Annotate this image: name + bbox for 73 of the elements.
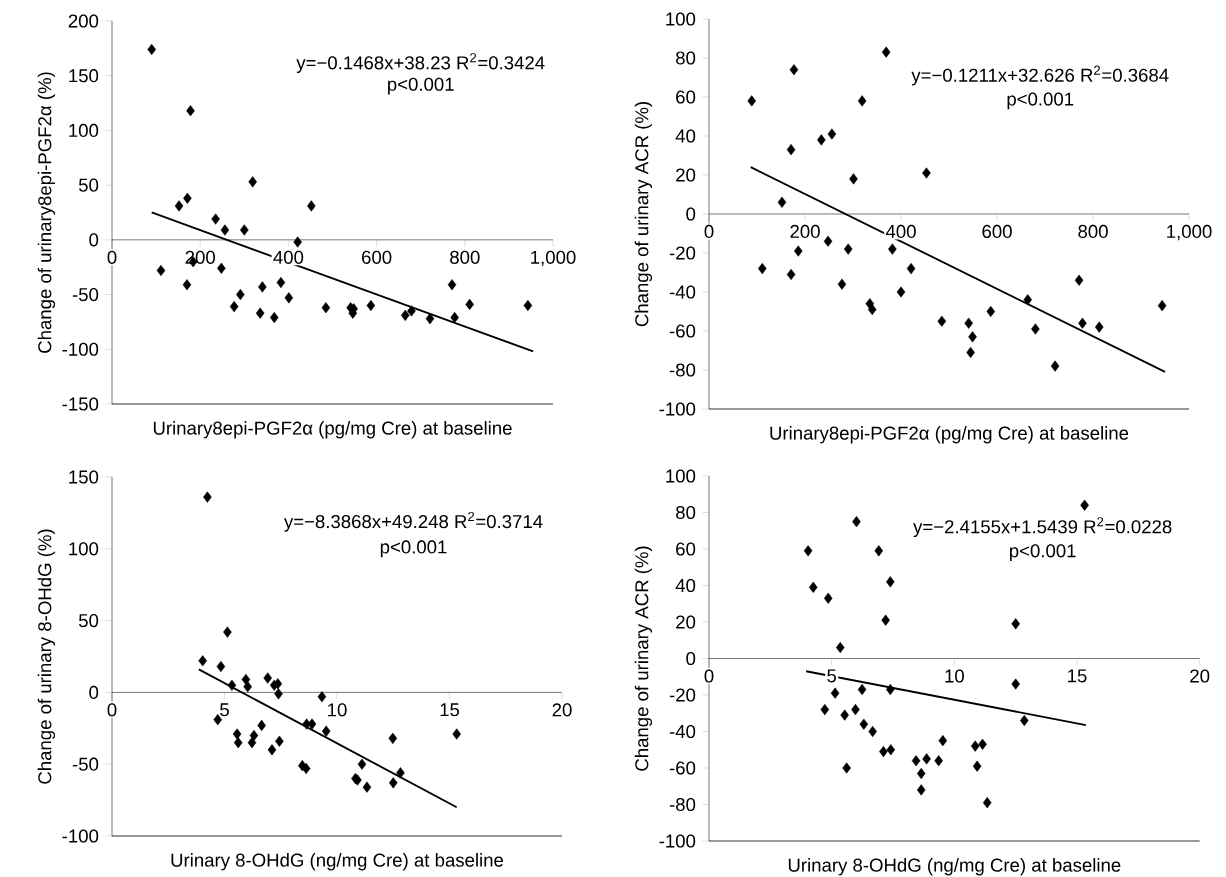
y-tick-label: 150 bbox=[69, 470, 99, 484]
x-axis-title: Urinary 8-OHdG (ng/mg Cre) at baseline bbox=[788, 858, 1121, 876]
y-tick-label: 40 bbox=[675, 129, 696, 143]
x-axis-title: Urinary8epi-PGF2α (pg/mg Cre) at baseline bbox=[770, 426, 1129, 444]
x-tick-label: 20 bbox=[552, 703, 572, 717]
annotation: p<0.001 bbox=[380, 540, 447, 558]
y-tick-label: 80 bbox=[676, 505, 696, 520]
annotation: y=−8.3868x+49.248 R$^{2}$=0.3714 bbox=[283, 511, 543, 532]
y-tick-label: -100 bbox=[659, 402, 696, 416]
annotation: p<0.001 bbox=[1007, 92, 1074, 110]
y-tick-label: 50 bbox=[78, 178, 99, 192]
y-tick-label: -100 bbox=[62, 829, 99, 843]
y-tick-label: -20 bbox=[669, 688, 696, 702]
y-tick-label: -40 bbox=[669, 724, 696, 739]
y-tick-label: -60 bbox=[669, 324, 696, 338]
y-tick-label: 100 bbox=[666, 12, 696, 26]
x-tick-label: 1,000 bbox=[531, 250, 576, 267]
y-tick-label: 60 bbox=[676, 90, 696, 104]
y-tick-label: 80 bbox=[676, 51, 696, 65]
x-tick-label: 200 bbox=[185, 250, 215, 264]
annotation: y=−2.4155x+1.5439 R$^{2}$=0.0228 bbox=[913, 517, 1172, 538]
x-tick-label: 5 bbox=[220, 703, 229, 717]
y-tick-label: 100 bbox=[69, 123, 99, 138]
x-tick-label: 15 bbox=[1068, 669, 1087, 683]
y-tick-label: 100 bbox=[69, 542, 99, 556]
x-tick-label: 5 bbox=[827, 669, 837, 683]
x-tick-label: 600 bbox=[982, 224, 1012, 239]
y-tick-label: 100 bbox=[666, 469, 696, 483]
x-axis-title: Urinary 8-OHdG (ng/mg Cre) at baseline bbox=[171, 853, 504, 871]
x-tick-label: 15 bbox=[440, 703, 460, 717]
y-tick-label: -100 bbox=[62, 342, 99, 356]
y-tick-label: -60 bbox=[669, 761, 696, 775]
annotation: y=−0.1468x+38.23 R$^{2}$=0.3424 bbox=[296, 53, 545, 74]
y-tick-label: 200 bbox=[68, 14, 99, 28]
y-axis-title: Change of urinary ACR (%) bbox=[634, 102, 653, 327]
y-tick-label: -40 bbox=[669, 285, 696, 299]
y-tick-label: -150 bbox=[62, 397, 99, 411]
y-tick-label: 0 bbox=[686, 207, 696, 221]
y-tick-label: 60 bbox=[676, 542, 696, 556]
y-tick-label: -80 bbox=[669, 363, 696, 377]
y-tick-label: 0 bbox=[89, 685, 99, 699]
annotation: p<0.001 bbox=[1010, 544, 1076, 562]
x-tick-label: 0 bbox=[704, 669, 714, 683]
y-tick-label: 0 bbox=[686, 651, 696, 666]
y-axis-title: Change of urinary8epi-PGF2α (%) bbox=[37, 72, 56, 353]
y-tick-label: -80 bbox=[669, 797, 696, 812]
y-tick-label: 50 bbox=[78, 614, 99, 628]
x-tick-label: 0 bbox=[704, 224, 714, 239]
x-tick-label: 10 bbox=[945, 669, 964, 683]
x-tick-label: 400 bbox=[885, 224, 916, 239]
x-tick-label: 20 bbox=[1190, 669, 1210, 683]
y-tick-label: 40 bbox=[675, 578, 696, 593]
x-tick-label: 200 bbox=[790, 224, 820, 239]
x-tick-label: 0 bbox=[107, 703, 117, 717]
y-tick-label: -50 bbox=[72, 287, 99, 302]
x-tick-label: 800 bbox=[450, 250, 480, 264]
y-tick-label: -20 bbox=[669, 246, 696, 260]
x-tick-label: 400 bbox=[273, 250, 304, 264]
x-tick-label: 0 bbox=[107, 250, 117, 264]
y-tick-label: 150 bbox=[69, 69, 99, 83]
annotation: p<0.001 bbox=[388, 77, 454, 95]
x-tick-label: 1,000 bbox=[1167, 224, 1212, 241]
annotation: y=−0.1211x+32.626 R$^{2}$=0.3684 bbox=[911, 65, 1169, 86]
x-tick-label: 10 bbox=[328, 703, 347, 717]
y-axis-title: Change of urinary ACR (%) bbox=[634, 546, 653, 771]
y-tick-label: -50 bbox=[72, 757, 99, 771]
y-tick-label: 20 bbox=[676, 615, 696, 629]
y-tick-label: -100 bbox=[659, 834, 696, 848]
x-tick-label: 600 bbox=[362, 250, 392, 264]
y-axis-title: Change of urinary 8-OHdG (%) bbox=[37, 529, 56, 784]
y-tick-label: 20 bbox=[676, 168, 696, 182]
x-tick-label: 800 bbox=[1078, 224, 1108, 239]
x-axis-title: Urinary8epi-PGF2α (pg/mg Cre) at baseline bbox=[153, 421, 512, 439]
